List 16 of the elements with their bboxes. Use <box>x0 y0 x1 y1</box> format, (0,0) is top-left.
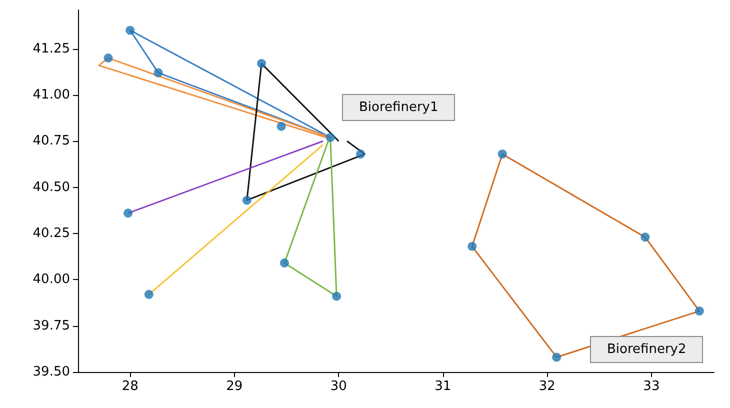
x-tick-label: 31 <box>434 379 452 394</box>
y-tick-label: 39.50 <box>32 364 70 380</box>
annotation: Biorefinery2 <box>590 336 704 363</box>
annotation: Biorefinery1 <box>342 94 456 121</box>
y-tick-label: 40.25 <box>32 226 70 241</box>
y-tick-label: 41.25 <box>32 41 70 56</box>
x-tick-label: 30 <box>330 379 347 394</box>
x-tick-label: 29 <box>226 379 243 394</box>
x-tick-label: 28 <box>122 379 138 394</box>
y-tick-label: 39.75 <box>32 318 70 334</box>
y-tick-label: 40.50 <box>32 180 70 195</box>
y-tick-label: 40.75 <box>32 134 70 149</box>
y-tick-label: 41.00 <box>32 87 70 102</box>
y-tick-label: 40.00 <box>32 272 70 288</box>
x-tick-label: 32 <box>538 379 556 394</box>
x-tick-label: 33 <box>643 379 660 394</box>
